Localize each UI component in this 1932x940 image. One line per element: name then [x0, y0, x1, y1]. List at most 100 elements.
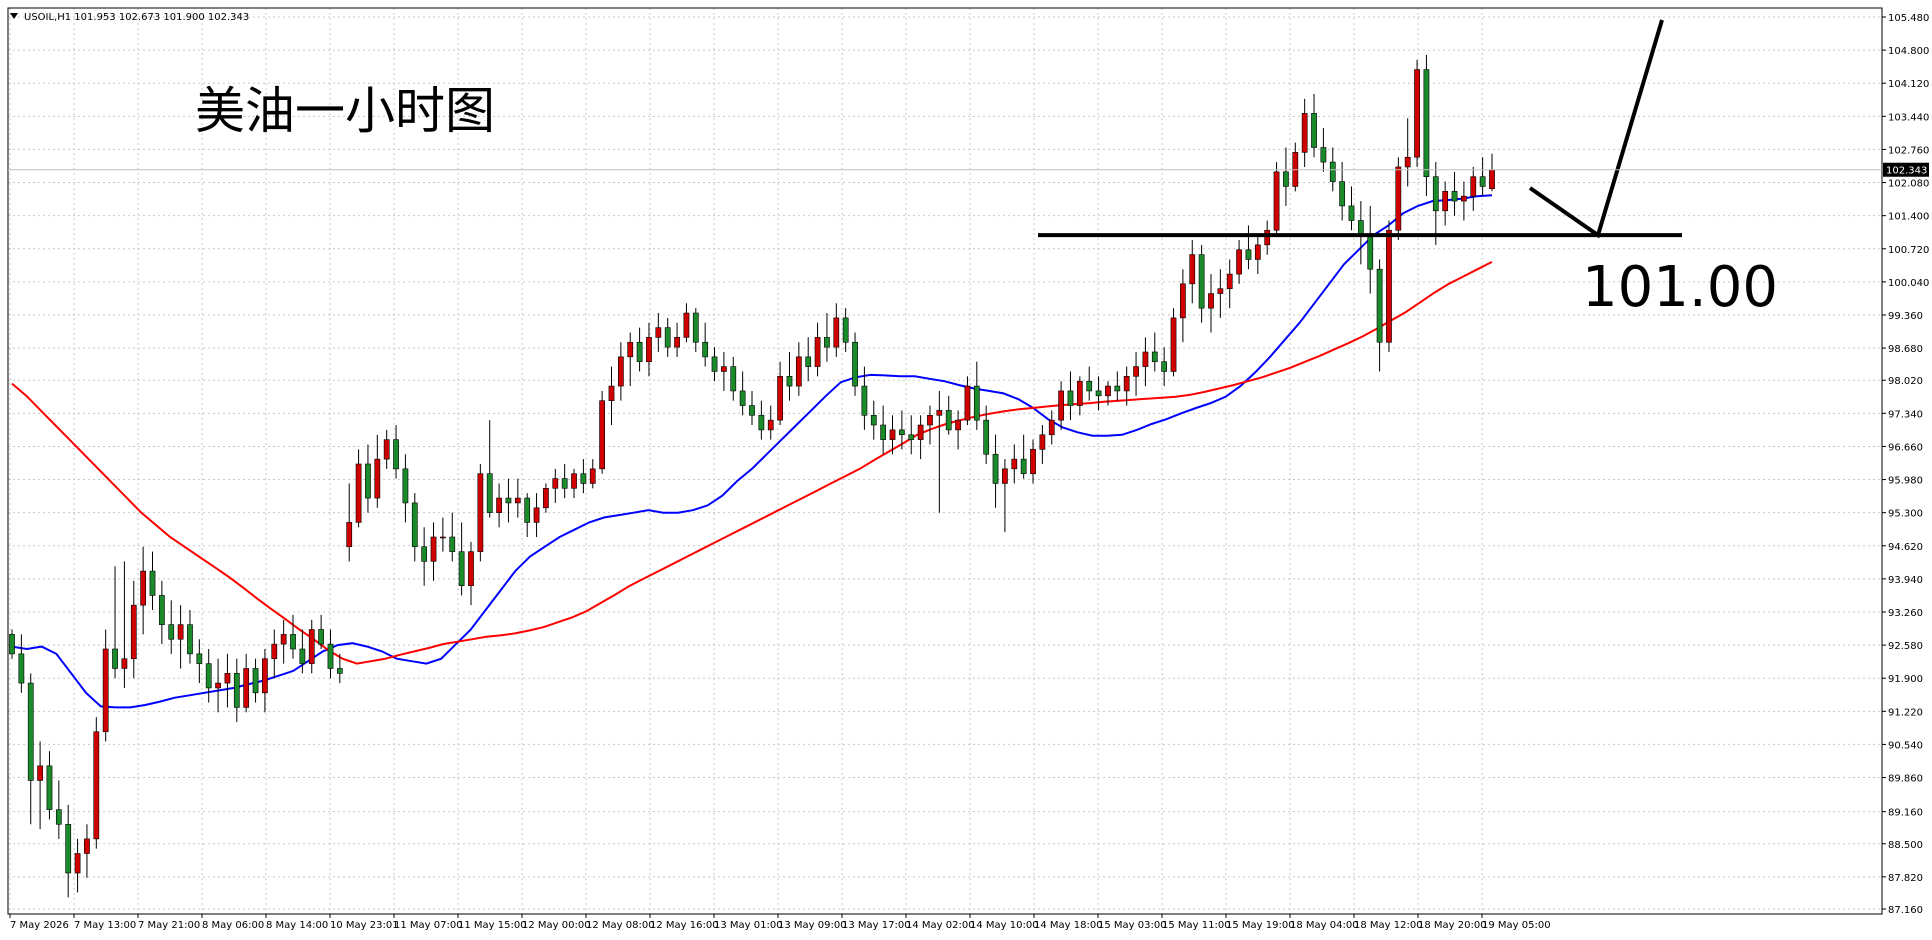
candle-body: [383, 439, 390, 460]
candle-body: [992, 453, 999, 484]
candle-body: [112, 648, 118, 669]
candle-body: [1479, 176, 1486, 187]
candle-body: [1339, 181, 1346, 207]
candle-body: [37, 765, 43, 781]
candle-body: [739, 390, 746, 406]
x-tick-label: 18 May 04:00: [1290, 920, 1359, 931]
y-tick-label: 100.040: [1888, 278, 1929, 289]
candle-body: [84, 838, 90, 854]
candle-body: [608, 385, 615, 401]
candle-body: [430, 536, 437, 562]
y-tick-label: 95.980: [1888, 476, 1923, 487]
candle-body: [411, 502, 418, 548]
annotations: [1038, 19, 1682, 239]
candle-body: [1076, 380, 1083, 406]
plot-frame: [7, 7, 1883, 915]
candle-body: [599, 400, 606, 470]
y-tick-label: 91.220: [1888, 707, 1923, 718]
candle-body: [1217, 288, 1224, 294]
candle-body: [1151, 351, 1158, 363]
candle-body: [1067, 390, 1074, 406]
candle-body: [374, 458, 381, 499]
candle-body: [187, 624, 193, 655]
candle-body: [777, 376, 783, 421]
candle-body: [852, 341, 858, 387]
x-tick-label: 13 May 01:00: [714, 920, 783, 931]
candle-body: [758, 414, 765, 431]
candle-body: [1086, 380, 1093, 392]
candle-body: [1329, 161, 1336, 182]
candle-body: [505, 497, 512, 504]
candle-body: [889, 429, 896, 440]
candle-body: [421, 546, 428, 562]
candle-body: [1348, 205, 1355, 221]
x-tick-label: 8 May 14:00: [266, 920, 328, 931]
candle-body: [1376, 268, 1383, 343]
y-tick-label: 91.900: [1888, 674, 1923, 685]
candle-body: [1161, 361, 1168, 372]
candle-body: [102, 648, 109, 733]
y-tick-label: 87.160: [1888, 905, 1923, 916]
candle-body: [1470, 176, 1477, 197]
candle-body: [1114, 385, 1121, 392]
candle-body: [524, 497, 531, 523]
x-tick-label: 14 May 10:00: [970, 920, 1039, 931]
candle-body: [908, 434, 915, 440]
candle-body: [458, 551, 465, 586]
candle-body: [336, 668, 343, 674]
candle-body: [74, 853, 81, 874]
candle-body: [805, 356, 812, 367]
y-tick-label: 97.340: [1888, 409, 1923, 420]
grid: [8, 8, 1882, 914]
candle-body: [1404, 156, 1411, 168]
x-tick-label: 13 May 17:00: [842, 920, 911, 931]
candle-body: [280, 634, 287, 645]
candle-body: [1189, 254, 1196, 285]
y-tick-label: 94.620: [1888, 542, 1923, 553]
y-tick-label: 89.860: [1888, 774, 1923, 785]
candle-body: [571, 473, 577, 489]
candle-body: [205, 663, 212, 689]
candle-body: [1451, 191, 1458, 202]
candle-body: [1030, 449, 1036, 475]
x-tick-label: 19 May 05:00: [1482, 920, 1551, 931]
y-tick-label: 100.720: [1888, 245, 1929, 256]
candle-body: [496, 497, 502, 513]
candle-body: [402, 468, 409, 504]
candle-body: [973, 385, 980, 421]
candle-body: [1301, 113, 1308, 153]
candle-body: [243, 668, 250, 708]
y-tick-label: 87.820: [1888, 873, 1923, 884]
y-tick-label: 102.080: [1888, 179, 1929, 190]
candle-body: [299, 648, 306, 664]
candle-body: [514, 497, 521, 504]
candle-body: [158, 595, 165, 625]
candle-body: [1133, 366, 1139, 377]
candle-body: [1095, 390, 1102, 397]
candle-body: [55, 809, 62, 825]
y-tick-label: 104.120: [1888, 79, 1929, 90]
candle-body: [449, 536, 456, 552]
candle-body: [617, 356, 624, 387]
candle-body: [1432, 176, 1439, 212]
x-tick-label: 14 May 18:00: [1034, 920, 1103, 931]
candles: [9, 54, 1495, 898]
x-tick-label: 12 May 16:00: [650, 920, 719, 931]
candle-body: [674, 337, 680, 348]
candle-body: [861, 385, 868, 416]
y-tick-label: 98.680: [1888, 344, 1923, 355]
candle-body: [1198, 254, 1205, 309]
y-tick-label: 105.480: [1888, 13, 1929, 24]
y-tick-label: 88.500: [1888, 840, 1923, 851]
x-tick-label: 12 May 00:00: [522, 920, 591, 931]
candle-body: [842, 317, 849, 343]
candle-body: [1105, 385, 1111, 397]
x-tick-label: 14 May 02:00: [906, 920, 975, 931]
candle-body: [1395, 166, 1402, 231]
candle-body: [533, 507, 540, 523]
candle-body: [786, 376, 793, 387]
y-tick-label: 104.800: [1888, 46, 1929, 57]
candle-body: [711, 356, 718, 372]
candle-body: [664, 327, 671, 348]
